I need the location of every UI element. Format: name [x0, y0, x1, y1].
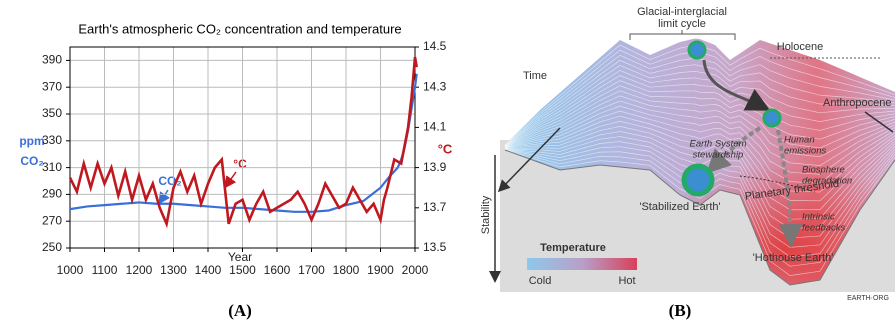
globe: [687, 40, 707, 60]
legend-title: Temperature: [540, 242, 606, 254]
contour-line: [504, 95, 895, 158]
contour-line: [504, 100, 895, 166]
y-tick-label: 250: [42, 240, 62, 254]
chart: Earth's atmospheric CO₂ concentration an…: [19, 21, 453, 277]
x-tick-label: 1200: [126, 263, 153, 277]
data-line: [68, 56, 419, 229]
label: Human: [784, 135, 815, 146]
y-tick-label: 270: [42, 213, 62, 227]
x-tick-label: 1100: [92, 263, 118, 277]
label: limit cycle: [658, 18, 706, 30]
x-tick-label: 1300: [160, 263, 187, 277]
series-annotation: °C: [233, 157, 247, 171]
caption: (A): [228, 301, 252, 320]
y-axis-label: CO₂: [20, 154, 43, 168]
label: emissions: [784, 146, 826, 157]
y2-tick-label: 13.5: [423, 240, 447, 254]
contour-line: [504, 59, 895, 147]
y-tick-label: 390: [42, 53, 62, 67]
x-tick-label: 1000: [57, 263, 84, 277]
y2-tick-label: 13.7: [423, 200, 447, 214]
contour-line: [504, 75, 895, 147]
y2-tick-label: 14.3: [423, 79, 447, 93]
y-tick-label: 350: [42, 106, 62, 120]
y-tick-label: 330: [42, 133, 62, 147]
plot-frame: [69, 46, 416, 249]
credit: EARTH·ORG: [847, 295, 889, 302]
y2-axis-label: °C: [438, 141, 453, 156]
y-tick-label: 370: [42, 79, 62, 93]
label: Holocene: [777, 41, 823, 53]
stewardship-arrow: [706, 126, 762, 174]
contour-line: [504, 105, 895, 175]
label: Earth System: [689, 139, 746, 150]
x-tick-label: 1500: [229, 263, 256, 277]
contour-line: [504, 120, 895, 202]
y2-tick-label: 13.9: [423, 160, 447, 174]
chart-title: Earth's atmospheric CO₂ concentration an…: [78, 21, 401, 36]
bracket: [629, 30, 736, 40]
contour-line: [504, 110, 895, 184]
diagram: Glacial-interglacial limit cycle Holocen…: [480, 6, 895, 302]
contour-line: [504, 80, 895, 147]
caption: (B): [669, 301, 692, 320]
annotation-arrow: [158, 189, 170, 205]
globe: [681, 163, 715, 197]
label: Glacial-interglacial: [637, 6, 727, 18]
y-tick-label: 290: [42, 187, 62, 201]
contour-line: [504, 131, 895, 220]
x-tick-label: 1800: [333, 263, 360, 277]
y-axis-label: ppm: [19, 134, 44, 148]
contour-line: [504, 65, 895, 147]
legend-bar: [527, 258, 637, 270]
contour-line: [504, 126, 895, 211]
y2-tick-label: 14.5: [423, 39, 447, 53]
label: 'Hothouse Earth': [753, 252, 834, 264]
contour-line: [504, 54, 895, 146]
surface-edge: [504, 149, 895, 286]
threshold-line: [739, 175, 816, 193]
x-tick-label: 1400: [195, 263, 222, 277]
anthropocene-arrow: [864, 111, 894, 133]
x-axis-label: Year: [228, 250, 252, 264]
label: 'Stabilized Earth': [639, 201, 720, 213]
y-tick-label: 310: [42, 160, 62, 174]
hothouse-arrow: [776, 129, 803, 248]
contour-line: [504, 70, 895, 147]
x-tick-label: 1600: [264, 263, 291, 277]
label: Intrinsic: [802, 212, 835, 223]
contour-line: [504, 149, 895, 276]
annotation-arrow: [224, 171, 237, 189]
contour-lines: [504, 44, 895, 286]
label: Time: [523, 70, 547, 82]
x-tick-label: 1900: [367, 263, 394, 277]
x-tick-label: 1700: [298, 263, 325, 277]
contour-line: [504, 90, 895, 149]
legend-label: Hot: [618, 275, 635, 287]
globe: [762, 108, 782, 128]
x-tick-label: 2000: [402, 263, 429, 277]
label: degradation: [802, 176, 852, 187]
contour-line: [504, 85, 895, 148]
y2-tick-label: 14.1: [423, 120, 447, 134]
trajectory-arrow: [702, 59, 771, 111]
data-line: [69, 73, 418, 213]
label: stewardship: [693, 150, 744, 161]
landscape-heat: [505, 38, 895, 286]
label: feedbacks: [802, 223, 846, 234]
label: Biosphere: [802, 165, 845, 176]
label: Stability: [480, 195, 492, 234]
contour-line: [504, 115, 895, 193]
time-arrow: [497, 127, 561, 193]
legend-label: Cold: [529, 275, 552, 287]
label: Anthropocene: [823, 97, 892, 109]
